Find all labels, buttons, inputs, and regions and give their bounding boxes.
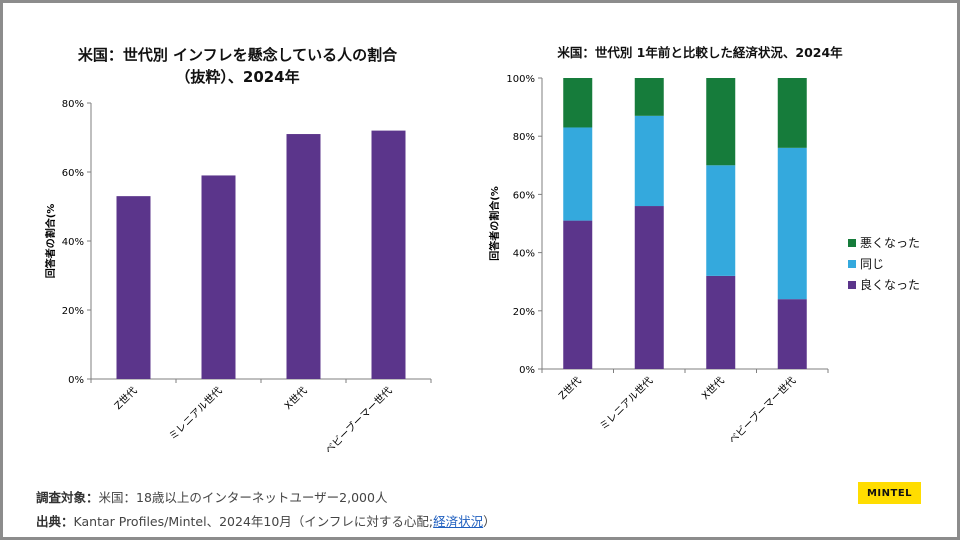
legend-item-worse: 悪くなった [848, 232, 920, 253]
footer-survey-text: 米国：18歳以上のインターネットユーザー2,000人 [98, 490, 388, 505]
left-x-tick-label: ベビーブーマー世代 [322, 384, 394, 456]
right-bar-segment [563, 78, 593, 128]
footer-survey: 調査対象：米国：18歳以上のインターネットユーザー2,000人 [36, 487, 387, 506]
right-x-tick-label: X世代 [699, 375, 726, 402]
right-chart-title: 米国：世代別 1年前と比較した経済状況、2024年 [557, 45, 843, 60]
left-bar [286, 134, 321, 379]
right-x-tick-label: ベビーブーマー世代 [726, 374, 798, 446]
left-bar [371, 130, 406, 379]
right-bar-segment [777, 147, 807, 300]
right-bar-segment [634, 78, 664, 116]
right-bar-segment [563, 127, 593, 221]
left-bar [201, 175, 236, 379]
right-x-tick-label: Z世代 [556, 375, 583, 402]
right-y-tick-label: 100% [506, 74, 535, 85]
legend-item-better: 良くなった [848, 274, 920, 295]
right-bar-segment [634, 206, 664, 369]
right-stacked-bar-chart: 0% 20% 40% 60% 80% 100% Z世代 ミレニアル世代 X世代 ベビーブーマー世代… [488, 74, 829, 446]
right-x-tick-label: ミレニアル世代 [597, 375, 655, 433]
right-y-tick-label: 80% [513, 132, 535, 143]
left-chart-title-line-2: （抜粋）、2024年 [175, 68, 300, 86]
right-y-tick-label: 0% [519, 365, 535, 376]
footer-source-label: 出典： [36, 514, 74, 529]
footer-source-close: ） [483, 514, 496, 529]
left-y-tick-label: 80% [62, 99, 84, 110]
right-bar-segment [634, 115, 664, 207]
legend-swatch-same [848, 259, 856, 268]
left-x-tick-label: X世代 [282, 385, 309, 412]
right-bar-segment [706, 78, 736, 166]
right-bar-segment [777, 78, 807, 148]
left-y-tick-label: 40% [62, 237, 84, 248]
legend-swatch-better [848, 280, 856, 289]
footer-source: 出典：Kantar Profiles/Mintel、2024年10月（インフレに… [36, 511, 496, 530]
mintel-logo-text: MINTEL [866, 487, 913, 499]
left-chart-title: 米国：世代別 インフレを懸念している人の割合 （抜粋）、2024年 [40, 44, 435, 88]
left-bar [116, 196, 151, 379]
footer-survey-label: 調査対象： [36, 490, 99, 505]
right-chart-legend: 悪くなった 同じ 良くなった [848, 232, 920, 295]
legend-swatch-worse [848, 238, 856, 247]
left-y-axis-label: 回答者の割合(% [44, 204, 57, 279]
right-y-axis-label: 回答者の割合(% [488, 186, 501, 261]
left-x-tick-label: ミレニアル世代 [167, 385, 225, 443]
left-y-tick-label: 60% [62, 168, 84, 179]
right-bar-segment [777, 299, 807, 369]
footer-source-link[interactable]: 経済状況 [433, 514, 484, 529]
footer-source-text: Kantar Profiles/Mintel、2024年10月（インフレに対する… [73, 514, 434, 529]
legend-label-same: 同じ [860, 257, 885, 271]
legend-item-same: 同じ [848, 253, 920, 274]
left-x-tick-label: Z世代 [112, 385, 139, 412]
right-y-tick-label: 60% [513, 190, 535, 201]
legend-label-worse: 悪くなった [860, 236, 921, 250]
mintel-logo: MINTEL [858, 482, 921, 504]
left-chart-title-line-1: 米国：世代別 インフレを懸念している人の割合 [77, 46, 398, 64]
right-bar-segment [706, 165, 736, 276]
right-bar-segment [563, 220, 593, 369]
left-y-tick-label: 20% [62, 306, 84, 317]
left-bar-chart: 0% 20% 40% 60% 80% Z世代 ミレニアル世代 X世代 ベビーブーマー世代 回答者の… [44, 99, 432, 456]
legend-label-better: 良くなった [860, 278, 921, 292]
right-y-tick-label: 20% [513, 307, 535, 318]
right-y-tick-label: 40% [513, 249, 535, 260]
left-y-tick-label: 0% [68, 375, 84, 386]
right-bar-segment [706, 275, 736, 369]
